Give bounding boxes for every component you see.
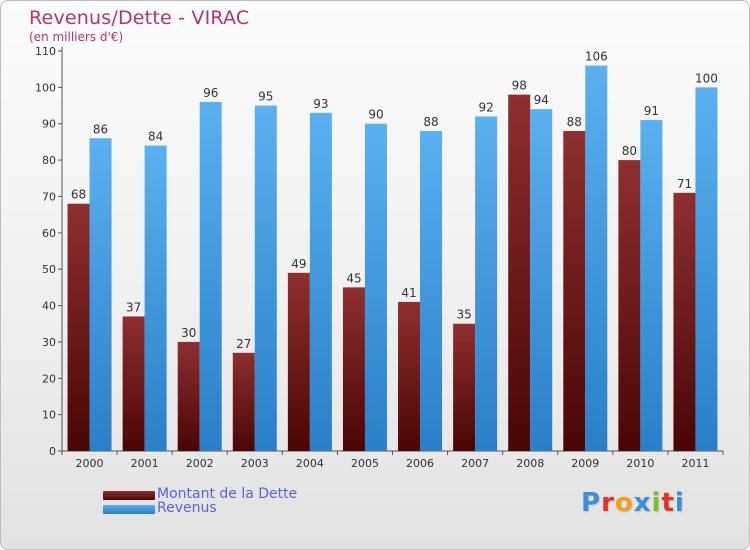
y-tick-label: 110 xyxy=(35,45,56,58)
data-label: 95 xyxy=(258,90,273,104)
data-label: 93 xyxy=(313,97,328,111)
logo-letter: i xyxy=(651,488,662,518)
bar-revenus xyxy=(199,101,222,451)
bar-dette xyxy=(177,341,200,451)
bar-revenus xyxy=(254,105,277,451)
data-label: 92 xyxy=(478,100,493,114)
bar-revenus xyxy=(420,131,443,451)
data-label: 98 xyxy=(512,79,527,93)
data-label: 100 xyxy=(695,71,718,85)
chart-title: Revenus/Dette - VIRAC xyxy=(29,7,250,29)
x-tick-label: 2010 xyxy=(626,457,654,470)
data-label: 68 xyxy=(71,188,86,202)
bar-dette xyxy=(342,287,365,451)
bar-dette xyxy=(508,94,531,452)
legend-label-revenus: Revenus xyxy=(157,500,217,516)
y-tick-label: 40 xyxy=(42,300,56,313)
y-tick-label: 100 xyxy=(35,81,56,94)
bar-dette xyxy=(453,323,476,451)
data-label: 90 xyxy=(368,108,383,122)
chart-subtitle: (en milliers d'€) xyxy=(29,30,124,44)
y-tick-label: 70 xyxy=(42,190,56,203)
y-tick-label: 20 xyxy=(42,372,56,385)
data-label: 71 xyxy=(677,177,692,191)
x-tick-label: 2004 xyxy=(296,457,324,470)
data-label: 94 xyxy=(534,93,549,107)
bar-dette xyxy=(287,272,310,451)
y-tick-label: 30 xyxy=(42,336,56,349)
bar-dette xyxy=(232,352,255,451)
bar-dette xyxy=(673,192,696,451)
x-tick-label: 2001 xyxy=(131,457,159,470)
data-label: 30 xyxy=(181,326,196,340)
y-tick-label: 80 xyxy=(42,154,56,167)
logo-letter: t xyxy=(661,488,675,518)
y-tick-label: 50 xyxy=(42,263,56,276)
data-label: 80 xyxy=(622,144,637,158)
data-label: 86 xyxy=(93,122,108,136)
data-label: 91 xyxy=(644,104,659,118)
logo-letter: o xyxy=(614,488,634,518)
data-label: 41 xyxy=(401,286,416,300)
data-label: 88 xyxy=(423,115,438,129)
y-tick-label: 0 xyxy=(49,445,56,458)
legend-label-debt: Montant de la Dette xyxy=(157,486,298,502)
data-label: 35 xyxy=(456,308,471,322)
bar-revenus xyxy=(309,112,332,452)
x-tick-label: 2009 xyxy=(571,457,599,470)
bar-revenus xyxy=(89,138,112,452)
logo-letter: r xyxy=(601,488,615,518)
legend-swatch-revenus xyxy=(103,505,155,514)
bar-dette xyxy=(67,203,90,451)
data-label: 88 xyxy=(567,115,582,129)
bar-revenus xyxy=(364,123,387,452)
x-tick-label: 2005 xyxy=(351,457,379,470)
data-label: 84 xyxy=(148,130,163,144)
data-label: 37 xyxy=(126,300,141,314)
x-tick-label: 2007 xyxy=(461,457,489,470)
logo-letter: P xyxy=(581,488,602,518)
bar-revenus xyxy=(530,109,553,451)
x-tick-label: 2000 xyxy=(76,457,104,470)
legend-swatch-debt xyxy=(103,491,155,500)
bar-revenus xyxy=(695,87,718,451)
logo-letter: i xyxy=(674,488,685,518)
x-tick-label: 2011 xyxy=(681,457,709,470)
bar-revenus xyxy=(585,65,608,451)
bar-revenus xyxy=(144,145,167,451)
logo-letter: x xyxy=(633,488,652,518)
data-label: 106 xyxy=(585,50,608,64)
bar-dette xyxy=(563,131,586,451)
y-tick-label: 90 xyxy=(42,118,56,131)
data-label: 96 xyxy=(203,86,218,100)
data-label: 27 xyxy=(236,337,251,351)
bar-revenus xyxy=(640,120,663,451)
x-tick-label: 2003 xyxy=(241,457,269,470)
x-tick-label: 2002 xyxy=(186,457,214,470)
x-tick-label: 2006 xyxy=(406,457,434,470)
bar-dette xyxy=(398,301,421,451)
bar-dette xyxy=(122,316,145,451)
data-label: 45 xyxy=(346,271,361,285)
y-tick-label: 10 xyxy=(42,409,56,422)
bar-dette xyxy=(618,160,641,451)
x-tick-label: 2008 xyxy=(516,457,544,470)
bar-revenus xyxy=(475,116,498,452)
data-label: 49 xyxy=(291,257,306,271)
proxiti-logo: Proxiti xyxy=(581,488,685,528)
y-tick-label: 60 xyxy=(42,227,56,240)
